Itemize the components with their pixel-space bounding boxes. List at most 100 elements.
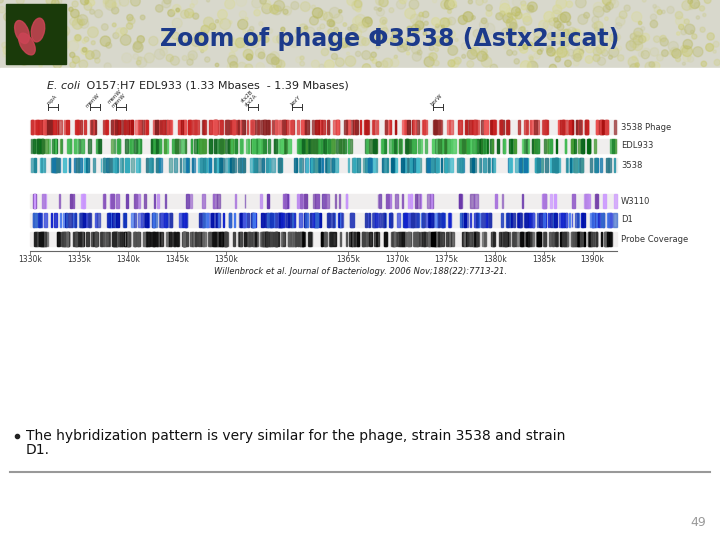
Bar xyxy=(264,232,267,246)
Bar xyxy=(243,158,245,172)
Bar xyxy=(86,232,89,246)
Bar xyxy=(252,120,256,134)
Circle shape xyxy=(528,60,536,68)
Bar xyxy=(490,120,492,134)
Bar xyxy=(171,213,172,227)
Bar xyxy=(554,158,557,172)
Bar xyxy=(115,120,117,134)
Bar xyxy=(302,139,305,153)
Bar xyxy=(282,232,284,246)
Bar xyxy=(235,194,236,208)
Circle shape xyxy=(9,44,17,52)
Circle shape xyxy=(639,36,646,43)
Bar xyxy=(518,213,521,227)
Bar xyxy=(40,158,43,172)
Circle shape xyxy=(468,0,472,4)
Circle shape xyxy=(579,50,584,54)
Bar xyxy=(410,194,413,208)
Bar xyxy=(325,158,326,172)
Circle shape xyxy=(91,40,95,45)
Bar xyxy=(315,120,319,134)
Circle shape xyxy=(503,44,508,50)
Bar xyxy=(134,194,135,208)
Bar xyxy=(163,139,166,153)
Circle shape xyxy=(329,8,340,18)
Text: The hybridization pattern is very similar for the phage, strain 3538 and strain: The hybridization pattern is very simila… xyxy=(26,429,565,443)
Bar xyxy=(135,213,136,227)
Circle shape xyxy=(137,60,141,65)
Circle shape xyxy=(156,5,163,12)
Bar xyxy=(97,139,99,153)
Bar xyxy=(131,120,133,134)
Bar xyxy=(213,120,217,134)
Bar xyxy=(153,139,156,153)
Circle shape xyxy=(114,0,120,7)
Bar xyxy=(289,120,290,134)
Circle shape xyxy=(75,35,81,41)
Bar xyxy=(521,139,523,153)
Circle shape xyxy=(513,0,521,6)
Circle shape xyxy=(60,39,69,49)
Bar xyxy=(125,120,126,134)
Bar xyxy=(401,158,404,172)
Bar xyxy=(395,139,397,153)
Circle shape xyxy=(522,13,531,22)
Circle shape xyxy=(584,12,590,18)
Bar xyxy=(513,232,516,246)
Circle shape xyxy=(527,61,538,72)
Bar xyxy=(350,120,353,134)
Circle shape xyxy=(485,23,495,34)
Bar xyxy=(484,232,486,246)
Bar xyxy=(441,139,442,153)
Bar xyxy=(402,194,403,208)
Circle shape xyxy=(310,16,318,25)
Bar xyxy=(43,232,46,246)
Circle shape xyxy=(668,42,678,52)
Bar xyxy=(329,232,330,246)
Circle shape xyxy=(229,38,233,42)
Bar xyxy=(579,120,581,134)
Circle shape xyxy=(55,0,62,4)
Bar xyxy=(474,232,477,246)
Bar xyxy=(301,194,303,208)
Circle shape xyxy=(537,50,542,55)
Bar xyxy=(524,120,528,134)
Circle shape xyxy=(197,38,203,44)
Circle shape xyxy=(436,24,439,28)
Circle shape xyxy=(500,0,509,9)
Bar xyxy=(115,158,118,172)
Bar xyxy=(464,232,465,246)
Circle shape xyxy=(523,44,528,49)
Bar xyxy=(501,213,503,227)
Circle shape xyxy=(192,0,197,5)
Bar xyxy=(178,120,181,134)
Bar xyxy=(325,139,327,153)
Bar xyxy=(185,139,186,153)
Circle shape xyxy=(215,19,219,23)
Bar xyxy=(138,139,141,153)
Bar xyxy=(240,158,243,172)
Bar xyxy=(153,120,155,134)
Circle shape xyxy=(171,56,179,65)
Circle shape xyxy=(419,12,423,17)
Bar xyxy=(390,194,391,208)
Bar xyxy=(431,158,433,172)
Circle shape xyxy=(383,58,392,68)
Bar xyxy=(104,194,105,208)
Bar xyxy=(319,120,320,134)
Bar xyxy=(155,120,158,134)
Circle shape xyxy=(573,49,583,58)
Bar xyxy=(348,139,349,153)
Circle shape xyxy=(72,19,83,29)
Circle shape xyxy=(449,0,456,8)
Bar xyxy=(181,213,183,227)
Circle shape xyxy=(470,48,476,53)
Bar xyxy=(601,232,603,246)
Circle shape xyxy=(624,5,630,11)
Bar xyxy=(416,232,420,246)
Bar xyxy=(122,158,123,172)
Bar xyxy=(39,213,42,227)
Bar xyxy=(555,158,559,172)
Circle shape xyxy=(238,19,248,30)
Circle shape xyxy=(669,51,672,55)
